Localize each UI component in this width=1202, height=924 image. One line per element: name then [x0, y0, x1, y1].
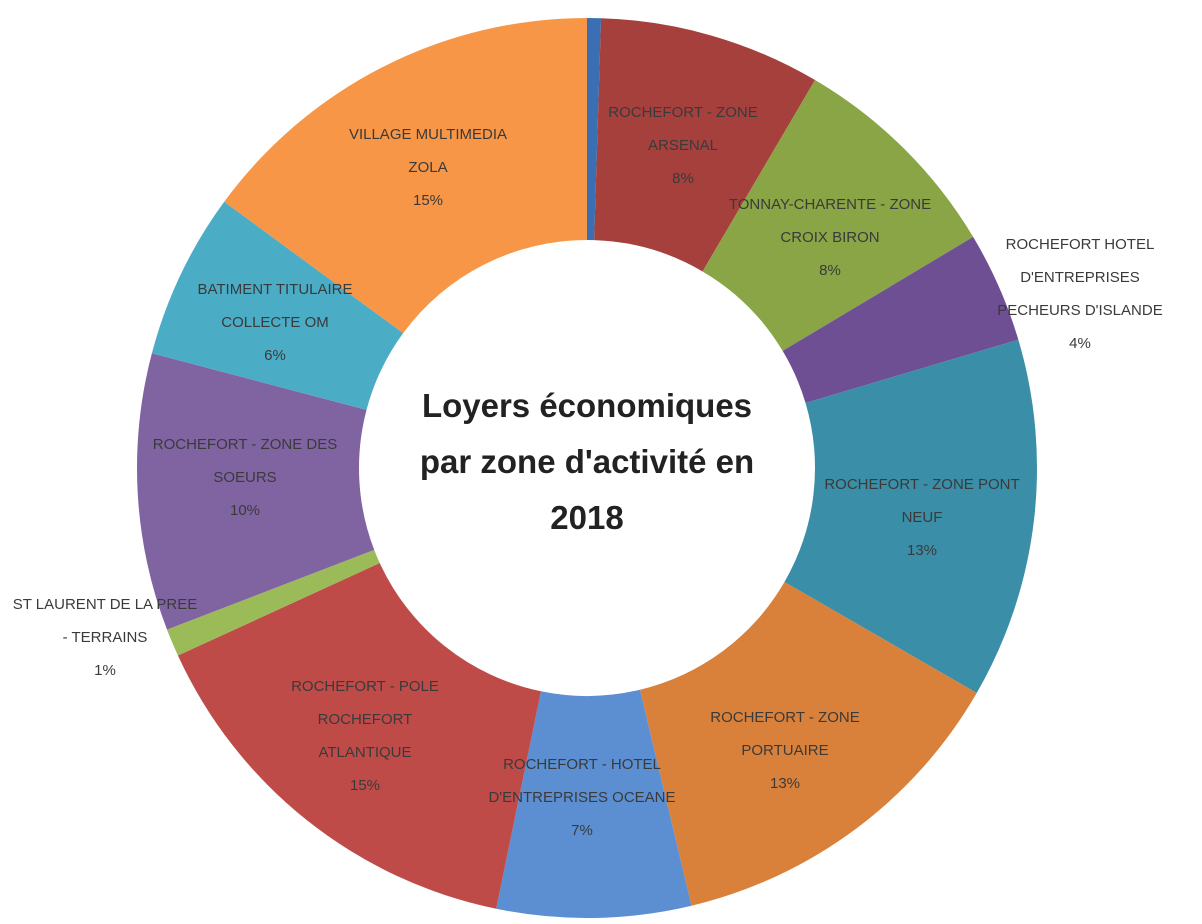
category-label: VILLAGE MULTIMEDIA ZOLA: [348, 126, 508, 176]
value-label: 13%: [906, 542, 938, 559]
donut-segment: [594, 18, 816, 272]
chart-title: Loyers économiques par zone d'activité e…: [419, 387, 755, 536]
category-label: ROCHEFORT - POLE ROCHEFORT ATLANTIQUE: [291, 678, 439, 761]
donut-segment: [702, 80, 974, 351]
category-label: ROCHEFORT HOTEL D'ENTREPRISES PECHEURS D…: [997, 236, 1163, 319]
donut-segment: [151, 201, 404, 410]
value-label: 13%: [769, 775, 801, 792]
data-label: TONNAY-CHARENTE - ZONE CROIX BIRON 8%: [725, 188, 935, 287]
category-label: ROCHEFORT - ZONE DES SOEURS: [152, 436, 338, 486]
value-label: 8%: [672, 170, 694, 187]
data-label: ROCHEFORT HOTEL D'ENTREPRISES PECHEURS D…: [980, 228, 1180, 360]
value-label: 8%: [819, 262, 841, 279]
data-label: VILLAGE MULTIMEDIA ZOLA 15%: [328, 118, 528, 217]
value-label: 4%: [1069, 335, 1091, 352]
donut-segment: [639, 582, 977, 906]
donut-segment: [784, 339, 1038, 693]
category-label: ROCHEFORT - ZONE PORTUAIRE: [710, 709, 860, 759]
donut-segment: [782, 236, 1019, 403]
value-label: 10%: [229, 502, 261, 519]
donut-segment: [177, 563, 541, 909]
data-label: ST LAURENT DE LA PREE - TERRAINS 1%: [10, 588, 200, 687]
category-label: ROCHEFORT - ZONE PONT NEUF: [824, 476, 1020, 526]
donut-segment: [587, 18, 602, 241]
category-label: BATIMENT TITULAIRE COLLECTE OM: [197, 281, 353, 331]
value-label: 15%: [412, 192, 444, 209]
data-label: ROCHEFORT - ZONE ARSENAL 8%: [583, 96, 783, 195]
data-label: ROCHEFORT - ZONE PORTUAIRE 13%: [685, 701, 885, 800]
donut-segment: [496, 689, 692, 918]
data-label: ROCHEFORT - POLE ROCHEFORT ATLANTIQUE 15%: [275, 670, 455, 802]
value-label: 7%: [571, 822, 593, 839]
value-label: 6%: [264, 347, 286, 364]
data-label: ROCHEFORT - ZONE PONT NEUF 13%: [822, 468, 1022, 567]
value-label: 15%: [349, 777, 381, 794]
data-label: ROCHEFORT - ZONE DES SOEURS 10%: [145, 428, 345, 527]
value-label: 1%: [94, 662, 116, 679]
donut-segment: [167, 549, 380, 656]
category-label: ROCHEFORT - HOTEL D'ENTREPRISES OCEANE: [488, 756, 676, 806]
category-label: ROCHEFORT - ZONE ARSENAL: [608, 104, 758, 154]
donut-segment: [137, 353, 375, 630]
category-label: ST LAURENT DE LA PREE - TERRAINS: [12, 596, 198, 646]
donut-segment: [224, 18, 587, 334]
category-label: TONNAY-CHARENTE - ZONE CROIX BIRON: [728, 196, 932, 246]
data-label: ROCHEFORT - HOTEL D'ENTREPRISES OCEANE 7%: [487, 748, 677, 847]
data-label: BATIMENT TITULAIRE COLLECTE OM 6%: [175, 273, 375, 372]
